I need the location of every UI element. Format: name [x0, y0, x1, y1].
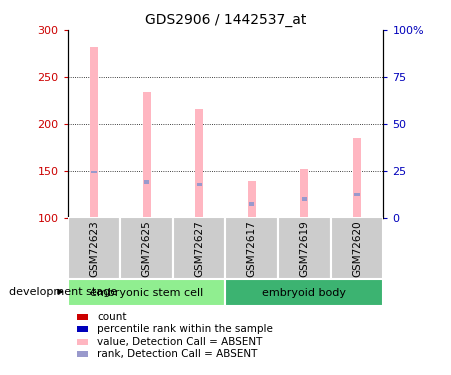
Bar — [302, 197, 307, 201]
Bar — [195, 109, 203, 217]
Text: GSM72623: GSM72623 — [89, 220, 99, 277]
Bar — [143, 92, 151, 218]
Bar — [68, 217, 120, 279]
Text: value, Detection Call = ABSENT: value, Detection Call = ABSENT — [97, 337, 262, 346]
Bar — [248, 181, 256, 218]
Bar — [77, 314, 88, 320]
Bar — [77, 351, 88, 357]
Bar — [68, 279, 226, 306]
Bar — [77, 339, 88, 345]
Bar — [226, 279, 383, 306]
Bar — [77, 326, 88, 332]
Text: embryoid body: embryoid body — [262, 288, 346, 297]
Text: GSM72617: GSM72617 — [247, 220, 257, 277]
Bar — [331, 217, 383, 279]
Bar — [300, 169, 308, 217]
Text: count: count — [97, 312, 126, 322]
Bar — [354, 193, 359, 196]
Text: GSM72619: GSM72619 — [299, 220, 309, 277]
Text: GSM72620: GSM72620 — [352, 220, 362, 277]
Text: development stage: development stage — [9, 287, 117, 297]
Text: percentile rank within the sample: percentile rank within the sample — [97, 324, 273, 334]
Text: GSM72627: GSM72627 — [194, 220, 204, 277]
Bar — [226, 217, 278, 279]
Bar — [91, 171, 97, 173]
Bar — [144, 180, 149, 184]
Bar — [90, 47, 98, 217]
Bar — [173, 217, 226, 279]
Bar — [353, 138, 361, 218]
Text: GDS2906 / 1442537_at: GDS2906 / 1442537_at — [145, 13, 306, 27]
Text: embryonic stem cell: embryonic stem cell — [90, 288, 203, 297]
Bar — [278, 217, 331, 279]
Bar — [120, 217, 173, 279]
Bar — [249, 202, 254, 206]
Text: GSM72625: GSM72625 — [142, 220, 152, 277]
Bar — [197, 183, 202, 186]
Text: rank, Detection Call = ABSENT: rank, Detection Call = ABSENT — [97, 349, 258, 359]
